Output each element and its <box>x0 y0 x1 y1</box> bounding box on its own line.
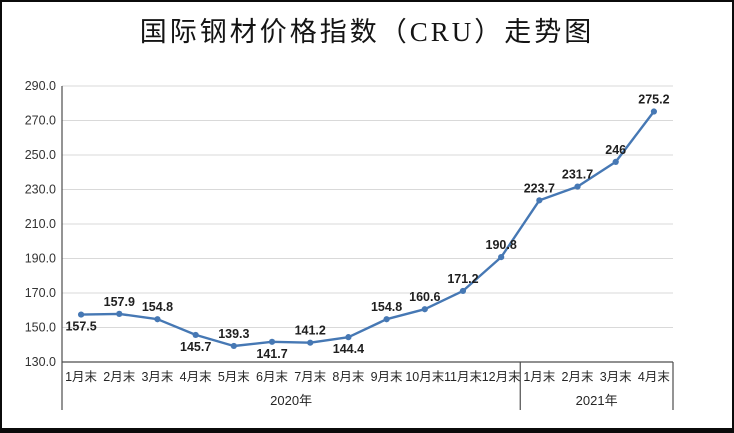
line-chart: 130.0 150.0 170.0 190.0 210.0 230.0 250.0 270.0… <box>25 79 674 410</box>
x-axis-month-label: 7月末 <box>294 370 326 384</box>
data-point-marker <box>536 197 543 204</box>
series-line <box>79 110 656 348</box>
y-axis-tick-label: 290.0 <box>25 79 56 93</box>
x-axis-month-label: 8月末 <box>332 370 364 384</box>
data-label: 190.8 <box>486 238 517 252</box>
data-point-marker <box>383 316 390 323</box>
data-label: 223.7 <box>524 181 555 195</box>
x-axis-month-label: 5月末 <box>218 370 250 384</box>
data-label: 154.8 <box>142 300 173 314</box>
x-axis-month-label: 1月末 <box>65 370 97 384</box>
data-point-marker <box>498 254 505 261</box>
data-point-marker <box>421 306 428 313</box>
x-axis-month-label: 3月末 <box>141 370 173 384</box>
x-axis-month-label: 11月末 <box>444 370 482 384</box>
data-point-marker <box>77 311 85 318</box>
data-label: 157.9 <box>104 295 135 309</box>
data-label: 275.2 <box>638 93 669 107</box>
y-axis-tick-label: 170.0 <box>25 286 56 300</box>
x-axis-month-label: 6月末 <box>256 370 288 384</box>
y-axis-tick-label: 230.0 <box>25 183 56 197</box>
data-label: 144.4 <box>333 342 364 356</box>
data-label: 141.2 <box>295 324 326 338</box>
data-label: 246 <box>605 143 626 157</box>
data-point-marker <box>612 158 619 165</box>
x-axis-month-label: 9月末 <box>371 370 403 384</box>
x-axis-month-label: 2月末 <box>562 370 594 384</box>
data-label: 160.6 <box>409 290 440 304</box>
data-label: 145.7 <box>180 340 211 354</box>
x-axis-month-label: 12月末 <box>482 370 521 384</box>
data-point-marker <box>154 316 161 323</box>
data-point-marker <box>268 338 276 345</box>
data-point-marker <box>650 108 658 115</box>
data-point-marker <box>459 287 467 295</box>
data-label: 141.7 <box>256 347 287 361</box>
data-label: 171.2 <box>447 272 478 286</box>
y-axis-tick-label: 190.0 <box>25 252 56 266</box>
data-label: 139.3 <box>218 327 249 341</box>
data-point-marker <box>345 334 352 341</box>
x-axis-month-label: 1月末 <box>523 370 555 384</box>
x-axis-month-label: 3月末 <box>600 370 632 384</box>
x-axis-month-label: 10月末 <box>405 370 444 384</box>
y-axis-tick-label: 270.0 <box>25 114 56 128</box>
data-point-marker <box>574 183 581 190</box>
x-axis-month-label: 4月末 <box>638 370 670 384</box>
y-axis-tick-label: 250.0 <box>25 148 56 162</box>
x-axis-month-label: 4月末 <box>180 370 212 384</box>
x-axis-year-label: 2021年 <box>576 393 618 408</box>
x-axis-year-label: 2020年 <box>270 393 312 408</box>
y-axis-tick-label: 130.0 <box>25 355 56 369</box>
data-label: 157.5 <box>65 320 96 334</box>
x-axis-month-label: 2月末 <box>103 370 135 384</box>
data-label: 154.8 <box>371 300 402 314</box>
y-axis-tick-label: 150.0 <box>25 321 56 335</box>
data-point-marker <box>307 339 314 346</box>
y-axis-tick-label: 210.0 <box>25 217 56 231</box>
chart-title: 国际钢材价格指数（CRU）走势图 <box>139 17 595 47</box>
data-label: 231.7 <box>562 168 593 182</box>
data-point-marker <box>230 342 237 350</box>
data-point-marker <box>116 310 123 317</box>
data-point-marker <box>192 331 199 339</box>
